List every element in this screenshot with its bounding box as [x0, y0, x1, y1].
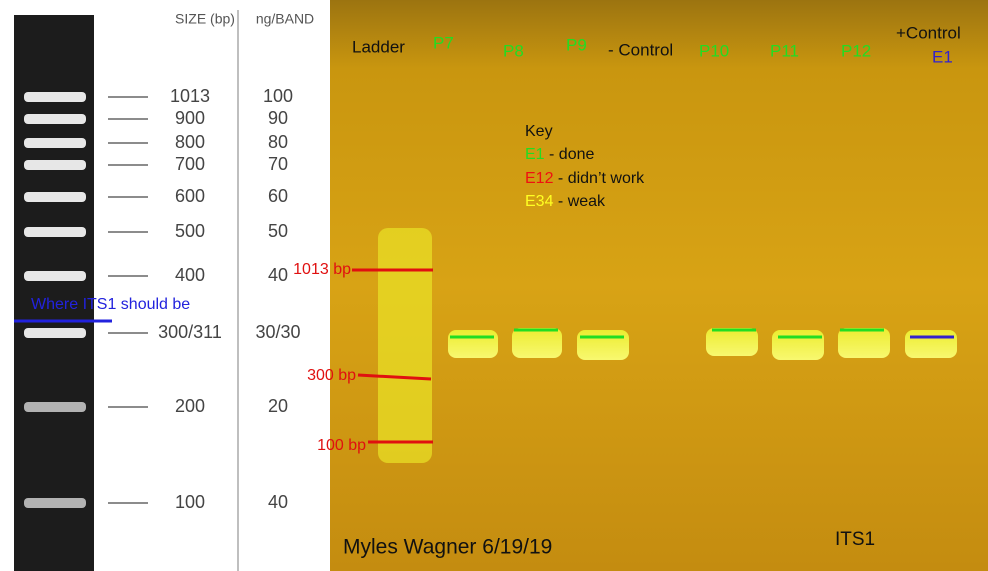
ladder-band [24, 498, 86, 508]
lane-label: Ladder [352, 37, 405, 56]
header-ng: ng/BAND [256, 11, 314, 27]
key-text: - weak [558, 193, 606, 210]
band-marks [14, 268, 954, 444]
lane-label: P11 [770, 41, 799, 60]
band [577, 330, 629, 360]
ladder-band [24, 114, 86, 124]
key-text: - done [549, 146, 594, 163]
size-label: 900 [175, 108, 205, 128]
lane-label: - Control [608, 40, 673, 59]
gel-panel [330, 0, 988, 571]
ng-label: 70 [268, 154, 288, 174]
ladder-rows: 1013 100 900 90 800 80 700 70 600 60 500 50 400 40 300… [24, 86, 301, 512]
control-code: E1 [932, 47, 953, 66]
size-label: 500 [175, 221, 205, 241]
key-item: E12 - didn’t work [525, 170, 645, 187]
size-label: 800 [175, 132, 205, 152]
lane-label: P10 [699, 41, 729, 60]
lane-label: P8 [503, 41, 524, 60]
key-code: E12 [525, 170, 554, 187]
key-item: E34 - weak [525, 193, 606, 210]
key-code: E1 [525, 146, 545, 163]
ladder-strip [14, 15, 94, 571]
ladder-band [24, 160, 86, 170]
ng-label: 20 [268, 396, 288, 416]
key-item: E1 - done [525, 146, 595, 163]
its1-note: Where ITS1 should be [31, 296, 190, 313]
band [838, 328, 890, 358]
ladder-band [24, 192, 86, 202]
lane-label: P9 [566, 35, 587, 54]
marker-label: 1013 bp [293, 261, 351, 278]
size-label: 700 [175, 154, 205, 174]
lane-label: P7 [433, 33, 454, 52]
ng-label: 40 [268, 265, 288, 285]
lane-label: +Control [896, 23, 961, 42]
marker-line [357, 373, 432, 381]
marker-label: 100 bp [317, 437, 366, 454]
band [772, 330, 824, 360]
ng-label: 90 [268, 108, 288, 128]
author: Myles Wagner 6/19/19 [343, 536, 552, 559]
band [706, 328, 758, 356]
ng-label: 100 [263, 86, 293, 106]
key-code: E34 [525, 193, 554, 210]
band [905, 330, 957, 358]
ladder-smear [378, 228, 432, 463]
ng-label: 60 [268, 186, 288, 206]
ladder-band [24, 227, 86, 237]
band [448, 330, 498, 358]
size-label: 300/311 [158, 322, 222, 342]
size-label: 200 [175, 396, 205, 416]
ng-label: 40 [268, 492, 288, 512]
ng-label: 50 [268, 221, 288, 241]
size-label: 100 [175, 492, 205, 512]
ladder-band [24, 328, 86, 338]
ladder-band [24, 138, 86, 148]
size-label: 1013 [170, 86, 210, 106]
lane-label: P12 [841, 41, 871, 60]
ng-label: 80 [268, 132, 288, 152]
ladder-band [24, 92, 86, 102]
ladder-band [24, 271, 86, 281]
ladder-band [24, 402, 86, 412]
key-title: Key [525, 123, 553, 140]
size-label: 600 [175, 186, 205, 206]
size-label: 400 [175, 265, 205, 285]
gene: ITS1 [835, 529, 875, 550]
marker-label: 300 bp [307, 367, 356, 384]
band [512, 328, 562, 358]
header-size: SIZE (bp) [175, 11, 235, 27]
ng-label: 30/30 [255, 322, 300, 342]
key-text: - didn’t work [558, 170, 645, 187]
